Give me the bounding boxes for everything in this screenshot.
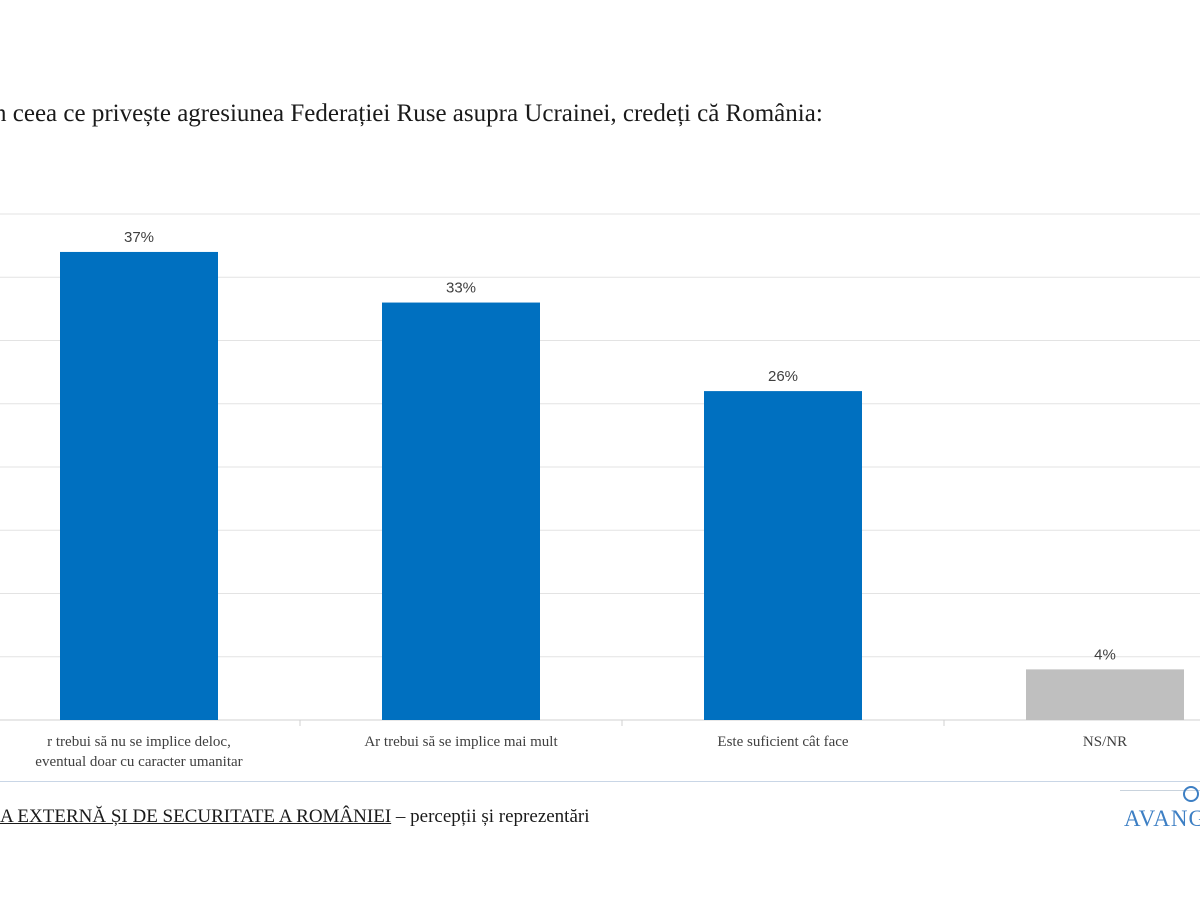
category-labels: r trebui să nu se implice deloc, eventual… bbox=[35, 734, 1127, 770]
bar-chart: 37% 33% 26% 4% r trebui să nu se implice de… bbox=[0, 213, 1200, 770]
logo-wordmark: AVANG bbox=[1124, 806, 1200, 831]
bar-1 bbox=[60, 251, 218, 720]
category-label-line: Este suficient cât face bbox=[717, 734, 849, 750]
category-label-line: eventual doar cu caracter umanitar bbox=[35, 754, 242, 770]
data-label-1: 37% bbox=[124, 229, 154, 246]
category-label-line: Ar trebui să se implice mai mult bbox=[364, 734, 558, 750]
category-label-3: Este suficient cât face bbox=[717, 734, 849, 750]
bar-4 bbox=[1026, 669, 1184, 720]
bar-3 bbox=[704, 391, 862, 720]
bar-2 bbox=[382, 302, 540, 720]
logo-tagline-line bbox=[1120, 790, 1200, 791]
data-label-2: 33% bbox=[446, 280, 476, 297]
data-labels: 37% 33% 26% 4% bbox=[124, 229, 1116, 663]
category-label-1: r trebui să nu se implice deloc, eventual… bbox=[35, 734, 242, 770]
footer-title-rest: – percepții și reprezentări bbox=[391, 806, 590, 827]
category-label-line: r trebui să nu se implice deloc, bbox=[47, 734, 231, 750]
footer-divider bbox=[0, 781, 1200, 782]
data-label-3: 26% bbox=[768, 368, 798, 385]
bars bbox=[60, 251, 1184, 720]
chart-title: n ceea ce privește agresiunea Federației… bbox=[0, 100, 823, 127]
category-label-4: NS/NR bbox=[1083, 734, 1127, 750]
category-label-2: Ar trebui să se implice mai mult bbox=[364, 734, 558, 750]
logo-icon bbox=[1183, 786, 1199, 802]
data-label-4: 4% bbox=[1094, 646, 1116, 663]
category-label-line: NS/NR bbox=[1083, 734, 1127, 750]
footer-title: A EXTERNĂ ȘI DE SECURITATE A ROMÂNIEI – … bbox=[0, 806, 590, 828]
footer-title-underlined: A EXTERNĂ ȘI DE SECURITATE A ROMÂNIEI bbox=[0, 806, 392, 827]
avangarde-logo: AVANG bbox=[1120, 786, 1200, 836]
